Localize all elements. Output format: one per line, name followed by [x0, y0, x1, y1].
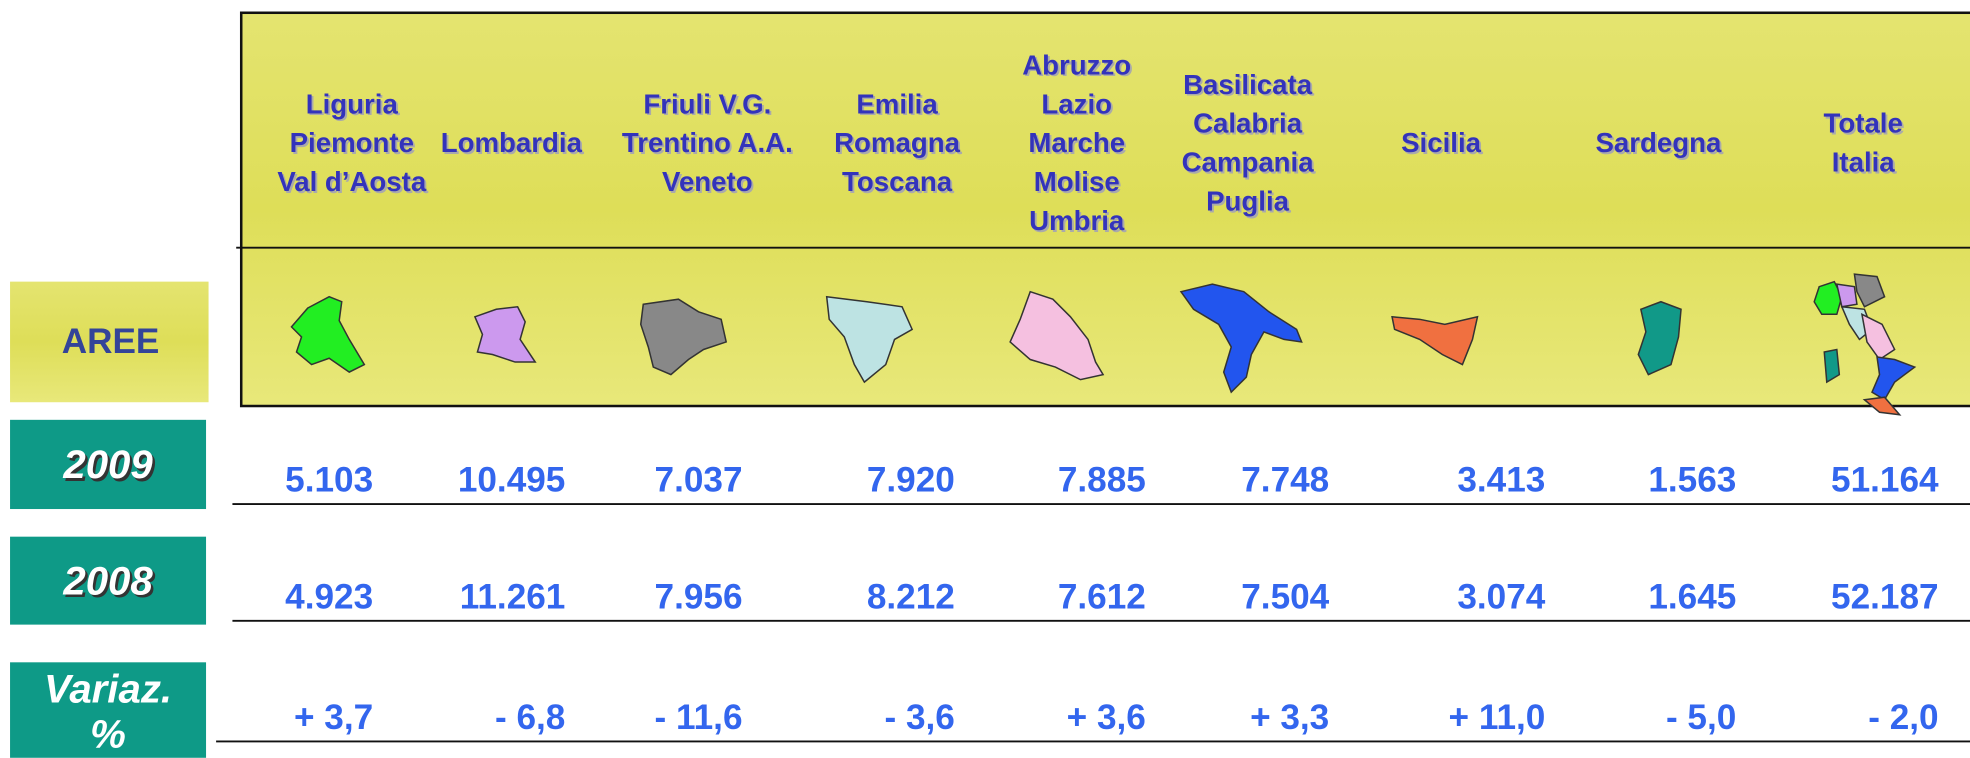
cell-value: 4.923: [285, 577, 373, 616]
cell-value: 1.645: [1648, 577, 1736, 616]
header-label-shadow: Liguria: [308, 90, 401, 121]
cell-value: 10.495: [458, 460, 566, 499]
cell-value: 7.920: [867, 460, 955, 499]
header-label-shadow: Veneto: [664, 168, 755, 199]
cell-value: 11.261: [460, 577, 566, 616]
row-label: %: [90, 712, 126, 757]
cell-value: 5.103: [285, 460, 373, 499]
cell-value: - 6,8: [495, 698, 565, 737]
row-label-shadow: 2009: [65, 445, 156, 490]
header-label: Molise: [1034, 166, 1120, 197]
cell-value: - 2,0: [1868, 698, 1938, 737]
header-label-shadow: Umbria: [1031, 207, 1127, 238]
cell-value: 7.037: [655, 460, 743, 499]
map-south: [1179, 283, 1303, 394]
cell-value: 7.612: [1058, 577, 1146, 616]
header-label-shadow: Totale: [1825, 110, 1904, 141]
header-label-shadow: Romagna: [836, 129, 963, 160]
cell-value: 7.885: [1058, 460, 1146, 499]
cell-value: 7.504: [1241, 577, 1329, 616]
header-label: Italia: [1832, 147, 1896, 178]
map-italy: [1813, 273, 1917, 416]
header-label-shadow: Sardegna: [1597, 129, 1724, 160]
header-label: Emilia: [856, 88, 938, 119]
header-label: Trentino A.A.: [622, 127, 793, 158]
row-label-shadow: 2008: [65, 561, 156, 606]
header-label: Basilicata: [1183, 69, 1313, 100]
cell-value: - 3,6: [884, 698, 954, 737]
cell-value: + 3,3: [1250, 698, 1329, 737]
header-label-shadow: Sicilia: [1403, 129, 1483, 160]
header-label: Sardegna: [1595, 127, 1722, 158]
map-nw: [290, 295, 366, 373]
header-label-shadow: Campania: [1183, 149, 1316, 180]
header-box: [239, 11, 1970, 408]
cell-value: 8.212: [867, 577, 955, 616]
header-label-shadow: Emilia: [858, 90, 940, 121]
header-label-shadow: Puglia: [1208, 188, 1292, 219]
header-label: Marche: [1028, 127, 1125, 158]
map-centre: [1009, 290, 1105, 381]
row-label-box: [10, 419, 207, 510]
map-centre-north: [825, 295, 914, 384]
cell-value: 1.563: [1648, 460, 1736, 499]
header-label-shadow: Basilicata: [1185, 71, 1315, 102]
cell-value: 7.956: [655, 577, 743, 616]
header-label-shadow: Italia: [1834, 149, 1898, 180]
maps: [290, 273, 1917, 416]
header-label: Sicilia: [1401, 127, 1481, 158]
header-label-shadow: Calabria: [1195, 110, 1305, 141]
header-label: Veneto: [662, 166, 753, 197]
row-label: 2008: [62, 558, 153, 603]
header-label: Romagna: [834, 127, 960, 158]
cell-value: 7.748: [1241, 460, 1329, 499]
cell-value: - 5,0: [1666, 698, 1736, 737]
map-lombardia: [473, 305, 537, 363]
header-label: Totale: [1824, 108, 1903, 139]
cell-value: 52.187: [1831, 577, 1939, 616]
header-label-shadow: Abruzzo: [1024, 51, 1133, 82]
header-label: Friuli V.G.: [643, 88, 771, 119]
cell-value: 3.074: [1457, 577, 1545, 616]
header-label: Toscana: [842, 166, 953, 197]
header-label-shadow: Lombardia: [443, 129, 585, 160]
header-label: Liguria: [306, 88, 399, 119]
map-ne: [639, 298, 728, 376]
header-label: Abruzzo: [1022, 49, 1131, 80]
map-sicilia: [1391, 315, 1479, 366]
header-label-shadow: Molise: [1036, 168, 1122, 199]
header-label-shadow: Trentino A.A.: [624, 129, 795, 160]
map-sardegna: [1637, 300, 1682, 376]
header-label: Piemonte: [290, 127, 414, 158]
cell-value: - 11,6: [655, 698, 743, 737]
areas-label-box: [10, 281, 209, 403]
header-label-shadow: Toscana: [844, 168, 955, 199]
header-label-shadow: Piemonte: [291, 129, 415, 160]
header-label-shadow: Lazio: [1043, 90, 1114, 121]
cell-value: + 11,0: [1449, 698, 1546, 737]
header-label: Puglia: [1206, 186, 1290, 217]
cell-value: + 3,6: [1067, 698, 1146, 737]
header-label-shadow: Val d’Aosta: [279, 168, 429, 199]
row-label-box: [10, 536, 207, 625]
header-label-shadow: Marche: [1030, 129, 1127, 160]
row-label: Variaz.: [44, 667, 172, 712]
header-label: Calabria: [1193, 108, 1303, 139]
header-label: Lombardia: [441, 127, 583, 158]
areas-label: AREE: [62, 322, 160, 361]
header-label: Umbria: [1029, 205, 1125, 236]
cell-value: 3.413: [1457, 460, 1545, 499]
cell-value: + 3,7: [294, 698, 373, 737]
header-label-shadow: Friuli V.G.: [645, 90, 773, 121]
row-label-box: [10, 662, 207, 758]
cell-value: 51.164: [1831, 460, 1939, 499]
header-label: Lazio: [1041, 88, 1112, 119]
header-label: Val d’Aosta: [277, 166, 427, 197]
row-label: 2009: [62, 442, 153, 487]
header-label: Campania: [1182, 147, 1315, 178]
